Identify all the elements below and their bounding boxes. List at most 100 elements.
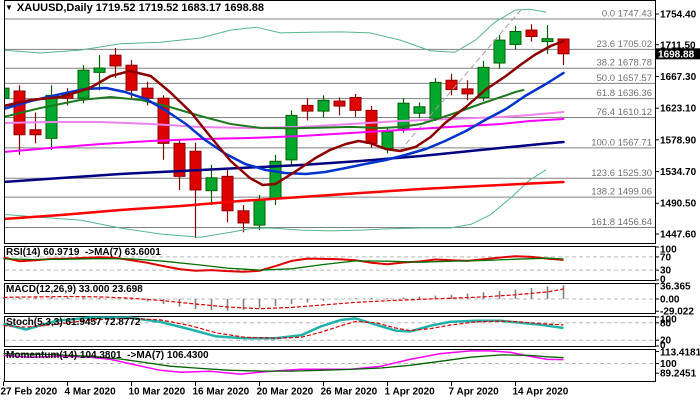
svg-text:113.4181: 113.4181 (660, 348, 700, 359)
candle-body (429, 81, 442, 119)
candle-body (509, 30, 522, 45)
svg-text:1667.30: 1667.30 (660, 72, 697, 83)
svg-text:14 Apr 2020: 14 Apr 2020 (513, 387, 569, 398)
svg-text:7 Apr 2020: 7 Apr 2020 (449, 387, 500, 398)
candle-body (381, 131, 394, 149)
svg-text:16 Mar 2020: 16 Mar 2020 (193, 387, 250, 398)
candle-body (557, 38, 570, 55)
svg-text:4 Mar 2020: 4 Mar 2020 (65, 387, 117, 398)
svg-text:1623.10: 1623.10 (660, 104, 697, 115)
svg-text:1698.88: 1698.88 (658, 49, 695, 60)
svg-text:1754.40: 1754.40 (660, 10, 697, 21)
bollinger-lower (5, 169, 547, 238)
ma-maroon-fast (5, 39, 565, 187)
svg-text:0.0 1747.43: 0.0 1747.43 (602, 8, 652, 19)
svg-text:27 Feb 2020: 27 Feb 2020 (1, 387, 58, 398)
svg-text:1 Apr 2020: 1 Apr 2020 (385, 387, 436, 398)
svg-text:38.2 1678.78: 38.2 1678.78 (597, 58, 652, 69)
stoch-signal (3, 317, 564, 339)
svg-text:100: 100 (660, 359, 677, 370)
svg-text:23.6 1705.02: 23.6 1705.02 (597, 39, 652, 50)
candle-body (413, 106, 426, 114)
candle-body (525, 29, 538, 38)
candle-body (445, 79, 458, 91)
svg-text:138.2 1499.06: 138.2 1499.06 (591, 187, 652, 198)
svg-text:0: 0 (660, 275, 666, 286)
candle-body (349, 96, 362, 111)
macd-panel-label: MACD(12,26,9) 33.000 23.698 (6, 284, 143, 295)
chart-title: ▼ XAUUSD,Daily 1719.52 1719.52 1683.17 16… (5, 2, 264, 14)
candle-body (397, 102, 410, 129)
candle-body (173, 142, 186, 177)
price-axis: 1754.40 1711.50 1667.30 1623.10 1578.90 1534.… (655, 10, 700, 241)
momentum-line (3, 350, 564, 375)
macd-panel: 36.365 0.00-29.022 (2, 282, 694, 318)
candle-body (285, 114, 298, 161)
ohlc-values: 1719.52 1719.52 1683.17 1698.88 (95, 2, 264, 14)
symbol-period-label: XAUUSD,Daily (16, 2, 93, 14)
svg-text:50.0 1657.57: 50.0 1657.57 (597, 73, 652, 84)
candle-body (333, 100, 346, 107)
svg-text:161.8 1456.64: 161.8 1456.64 (591, 217, 652, 228)
svg-text:10 Mar 2020: 10 Mar 2020 (129, 387, 186, 398)
candle-body (541, 38, 554, 43)
candle-body (77, 69, 90, 99)
candle-body (237, 210, 250, 224)
svg-text:1711.50: 1711.50 (660, 40, 696, 51)
candle-body (5, 87, 10, 99)
svg-text:1490.50: 1490.50 (660, 199, 697, 210)
candle-body (29, 129, 42, 136)
symbol-dropdown-icon[interactable]: ▼ (5, 3, 13, 12)
candle-body (493, 39, 506, 64)
svg-text:100: 100 (660, 315, 677, 326)
svg-text:100.0 1567.71: 100.0 1567.71 (591, 137, 652, 148)
svg-text:100: 100 (660, 245, 677, 256)
svg-text:1578.90: 1578.90 (660, 135, 697, 146)
candle-body (317, 99, 330, 112)
momentum-ma (3, 352, 564, 372)
svg-text:89.2451: 89.2451 (660, 369, 697, 380)
svg-text:80: 80 (660, 318, 672, 329)
svg-text:36.365: 36.365 (660, 282, 691, 293)
candle-body (141, 87, 154, 99)
svg-text:1534.70: 1534.70 (660, 167, 697, 178)
ma-violet (5, 111, 565, 129)
ma-200-red (5, 180, 565, 221)
stoch-main (3, 316, 564, 340)
candle-body (461, 88, 474, 95)
ma-blue (5, 71, 565, 176)
current-price-tag (656, 48, 700, 60)
macd-signal (3, 288, 564, 310)
ma-navy (5, 140, 565, 184)
bollinger-upper (5, 8, 547, 54)
ma-magenta (5, 118, 565, 153)
time-axis: 27 Feb 2020 4 Mar 2020 10 Mar 2020 16 Mar 2… (1, 381, 569, 398)
candle-body (157, 97, 170, 144)
trendline-dashed (399, 7, 524, 151)
stoch-panel-label: Stoch(5,3,3) 61.9457 72.8772 (6, 317, 141, 328)
candle-body (45, 94, 58, 139)
main-price-panel: 0.0 1747.43 23.6 1705.02 38.2 1678.78 50.0 … (5, 7, 655, 239)
rsi-panel-label: RSI(14) 60.9719 ->MA(7) 63.6001 (6, 247, 161, 258)
svg-text:26 Mar 2020: 26 Mar 2020 (321, 387, 378, 398)
candle-body (221, 175, 234, 212)
candle-body (109, 54, 122, 67)
rsi-ma (3, 257, 564, 271)
svg-text:70: 70 (660, 252, 672, 263)
fibonacci-levels: 0.0 1747.43 23.6 1705.02 38.2 1678.78 50.0 … (5, 8, 655, 229)
svg-text:0.00: 0.00 (660, 295, 680, 306)
svg-text:0: 0 (660, 341, 666, 352)
svg-text:123.6 1525.30: 123.6 1525.30 (591, 168, 652, 179)
candle-body (125, 64, 138, 91)
candle-body (477, 66, 490, 98)
candle-body (93, 67, 106, 73)
svg-text:76.4 1610.12: 76.4 1610.12 (597, 107, 652, 118)
candle-body (301, 104, 314, 112)
candle-body (253, 199, 266, 226)
svg-text:30: 30 (660, 266, 672, 277)
